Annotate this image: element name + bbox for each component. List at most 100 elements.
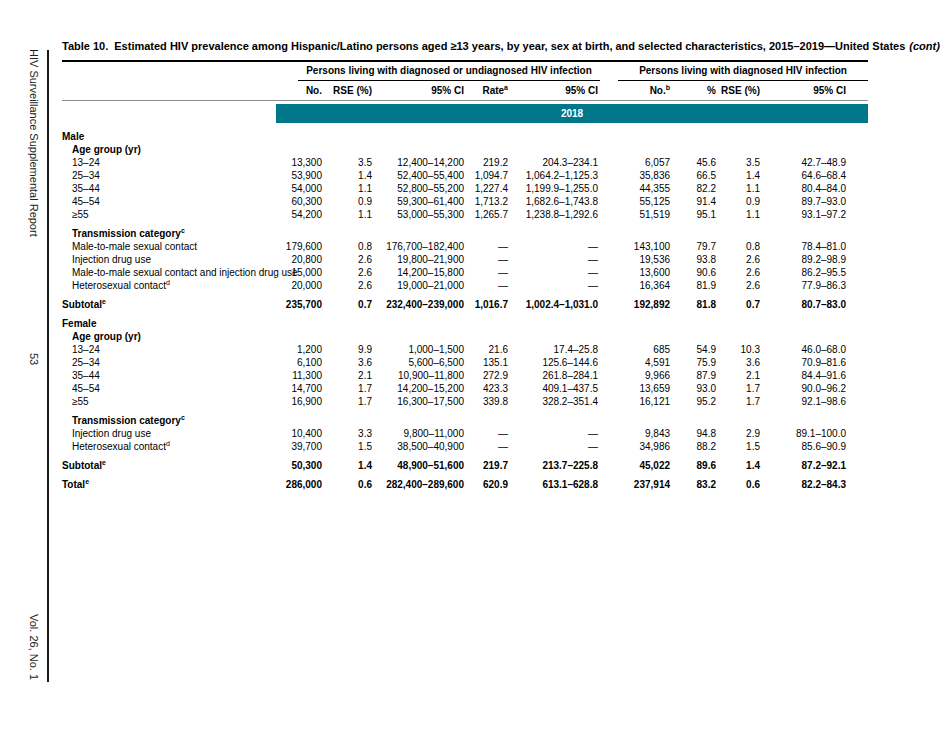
data-cell: — [510, 440, 600, 453]
data-cell: 237,914 [600, 478, 672, 491]
row-pad [848, 195, 868, 208]
data-cell: 1.4 [718, 459, 762, 472]
data-cell: 86.2–95.5 [762, 266, 848, 279]
data-cell: 34,986 [600, 440, 672, 453]
data-cell: 48,900–51,600 [374, 459, 466, 472]
data-cell: 78.4–81.0 [762, 240, 848, 253]
data-cell: 192,892 [600, 298, 672, 311]
row-label: 45–54 [62, 382, 276, 395]
data-cell: 14,700 [276, 382, 324, 395]
data-cell: 95.2 [672, 395, 718, 408]
column-header-row: No. RSE (%) 95% CI Ratea 95% CI No.b % R… [62, 81, 868, 101]
group-header-row: Persons living with diagnosed or undiagn… [62, 61, 868, 81]
data-cell: 82.2 [672, 182, 718, 195]
data-cell: 93.0 [672, 382, 718, 395]
data-cell: 19,800–21,900 [374, 253, 466, 266]
data-cell: 613.1–628.8 [510, 478, 600, 491]
data-cell: 19,000–21,000 [374, 279, 466, 292]
row-label: Transmission categoryc [62, 227, 868, 240]
data-cell: 4,591 [600, 356, 672, 369]
data-cell: 0.9 [324, 195, 374, 208]
table-row-data: 45–5460,3000.959,300–61,4001,713.21,682.… [62, 195, 868, 208]
data-cell: 9,966 [600, 369, 672, 382]
data-cell: 80.7–83.0 [762, 298, 848, 311]
col-header-ci-2: 95% CI [510, 81, 600, 101]
col-header-ci-3: 95% CI [762, 81, 848, 101]
data-cell: 232,400–239,000 [374, 298, 466, 311]
label-column-spacer [62, 61, 276, 81]
data-cell: 81.9 [672, 279, 718, 292]
year-band-row: 2018 [62, 104, 868, 123]
data-cell: 90.0–96.2 [762, 382, 848, 395]
data-cell: 409.1–437.5 [510, 382, 600, 395]
row-label: 35–44 [62, 182, 276, 195]
data-cell: 20,000 [276, 279, 324, 292]
table-row-data: ≥5516,9001.716,300–17,500339.8328.2–351.… [62, 395, 868, 408]
label-column-header [62, 81, 276, 101]
data-cell: 81.8 [672, 298, 718, 311]
row-label: Female [62, 317, 868, 330]
data-cell: 55,125 [600, 195, 672, 208]
data-cell: 2.6 [718, 279, 762, 292]
data-cell: 1.4 [324, 169, 374, 182]
footnote-marker: c [181, 414, 185, 421]
footnote-marker: e [102, 298, 106, 305]
table-row-section: Female [62, 317, 868, 330]
data-cell: 0.9 [718, 195, 762, 208]
data-cell: 2.1 [718, 369, 762, 382]
table-row-data: Male-to-male sexual contact and injectio… [62, 266, 868, 279]
col-header-no-b: No.b [600, 81, 672, 101]
data-cell: 2.6 [718, 253, 762, 266]
row-pad [848, 169, 868, 182]
table-row-data: Heterosexual contactd39,7001.538,500–40,… [62, 440, 868, 453]
sidebar-volume-label: Vol. 26, No. 1 [28, 614, 40, 680]
data-cell: 1,002.4–1,031.0 [510, 298, 600, 311]
row-label: 13–24 [62, 343, 276, 356]
data-cell: 66.5 [672, 169, 718, 182]
data-cell: 11,300 [276, 369, 324, 382]
data-cell: 16,364 [600, 279, 672, 292]
data-cell: 328.2–351.4 [510, 395, 600, 408]
data-cell: 84.4–91.6 [762, 369, 848, 382]
row-pad [848, 427, 868, 440]
row-label: Age group (yr) [62, 143, 868, 156]
table-title-text: Estimated HIV prevalence among Hispanic/… [114, 40, 905, 52]
data-cell: 51,519 [600, 208, 672, 221]
data-cell: 9.9 [324, 343, 374, 356]
data-cell: 282,400–289,600 [374, 478, 466, 491]
table-row-data: Injection drug use20,8002.619,800–21,900… [62, 253, 868, 266]
data-cell: 16,300–17,500 [374, 395, 466, 408]
data-cell: 1,682.6–1,743.8 [510, 195, 600, 208]
data-cell: 219.7 [466, 459, 510, 472]
row-label: Male [62, 130, 868, 143]
table-row-data: 25–346,1003.65,600–6,500135.1125.6–144.6… [62, 356, 868, 369]
data-cell: 19,536 [600, 253, 672, 266]
table-row-subtotal: Subtotale235,7000.7232,400–239,0001,016.… [62, 298, 868, 311]
data-cell: 1,227.4 [466, 182, 510, 195]
data-cell: 620.9 [466, 478, 510, 491]
data-cell: 423.3 [466, 382, 510, 395]
data-cell: 1.7 [324, 382, 374, 395]
row-label: Transmission categoryc [62, 414, 868, 427]
right-pad-header [848, 81, 868, 101]
table-container: Table 10.Estimated HIV prevalence among … [62, 40, 868, 491]
year-band-cell: 2018 [276, 104, 868, 123]
data-cell: 125.6–144.6 [510, 356, 600, 369]
data-cell: 87.2–92.1 [762, 459, 848, 472]
data-cell: 685 [600, 343, 672, 356]
row-label: Subtotale [62, 298, 276, 311]
data-cell: 87.9 [672, 369, 718, 382]
col-header-pct: % [672, 81, 718, 101]
data-cell: 0.8 [718, 240, 762, 253]
data-cell: 2.6 [324, 266, 374, 279]
data-cell: 44,355 [600, 182, 672, 195]
data-cell: 135.1 [466, 356, 510, 369]
data-cell: 3.3 [324, 427, 374, 440]
data-cell: 38,500–40,900 [374, 440, 466, 453]
data-cell: — [466, 427, 510, 440]
row-label: Age group (yr) [62, 330, 868, 343]
data-cell: 14,200–15,800 [374, 266, 466, 279]
table-row-section: Male [62, 130, 868, 143]
data-cell: 89.7–93.0 [762, 195, 848, 208]
table-row-data: 45–5414,7001.714,200–15,200423.3409.1–43… [62, 382, 868, 395]
